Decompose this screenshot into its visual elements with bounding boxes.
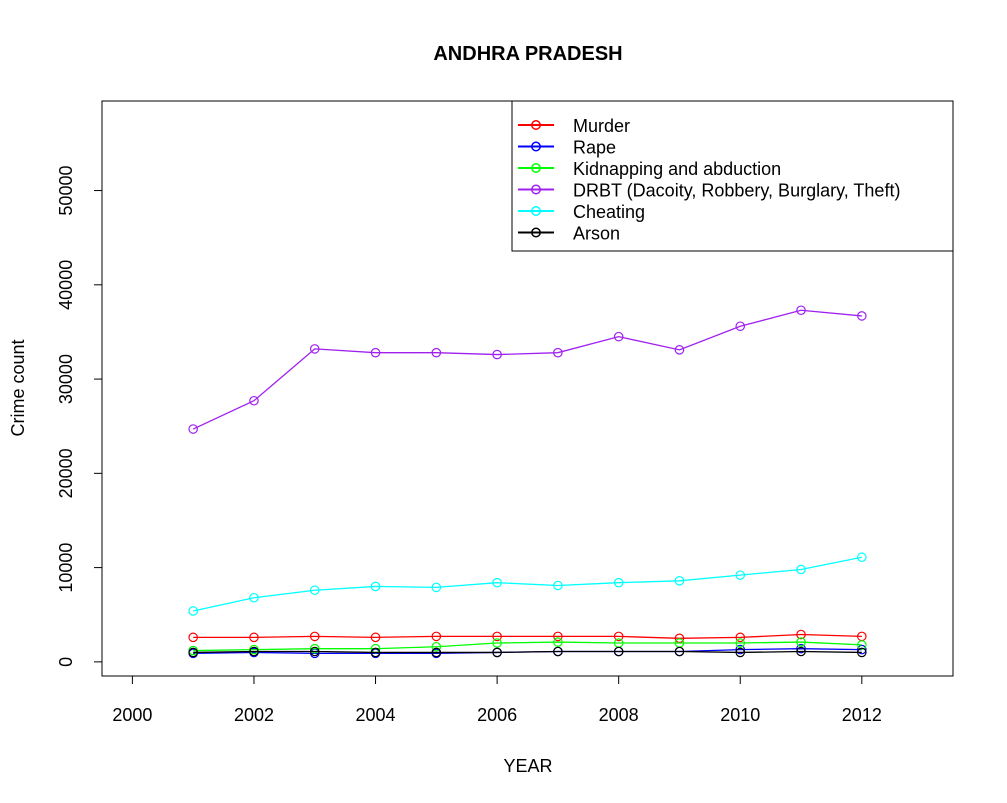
data-point (309, 646, 320, 657)
y-tick-label: 50000 (56, 166, 76, 216)
data-point (674, 646, 685, 657)
data-point (309, 344, 320, 354)
y-tick-label: 0 (56, 657, 76, 667)
data-point (553, 580, 563, 591)
data-point (613, 331, 624, 342)
data-point (796, 646, 806, 657)
data-point (553, 347, 563, 358)
data-point (613, 646, 624, 657)
legend-label: Murder (573, 116, 630, 136)
data-point (309, 631, 320, 642)
data-point (431, 647, 442, 658)
data-point (188, 424, 198, 434)
data-point (249, 632, 259, 643)
data-point (613, 577, 624, 588)
data-point (309, 643, 320, 654)
series-3 (188, 305, 867, 434)
series-line (192, 309, 862, 430)
data-point (735, 647, 746, 658)
data-point (249, 395, 259, 406)
data-point (370, 347, 381, 358)
legend-swatch-point (531, 163, 541, 173)
x-tick-label: 2000 (112, 705, 152, 725)
x-axis-label: YEAR (503, 756, 552, 776)
series-layer (188, 305, 867, 659)
legend-label: DRBT (Dacoity, Robbery, Burglary, Theft) (573, 181, 900, 201)
x-tick-label: 2002 (234, 705, 274, 725)
legend-swatch-point (531, 184, 541, 195)
data-point (857, 311, 867, 321)
data-point (796, 564, 806, 575)
y-axis: 0 10000 20000 30000 40000 50000 (56, 166, 103, 667)
series-0 (188, 629, 867, 644)
data-point (492, 647, 502, 658)
data-point (613, 631, 624, 642)
data-point (735, 321, 746, 332)
data-point (249, 592, 259, 603)
data-point (370, 581, 381, 592)
data-point (857, 644, 867, 655)
legend-swatch-point (531, 141, 541, 152)
data-point (188, 606, 198, 616)
data-point (674, 575, 685, 586)
data-point (309, 585, 320, 596)
series-line (193, 556, 862, 612)
legend-swatch-point (531, 227, 541, 238)
data-point (492, 638, 502, 648)
series-line (193, 650, 862, 654)
data-point (796, 637, 806, 647)
data-point (796, 629, 806, 640)
data-point (796, 643, 806, 654)
y-tick-label: 30000 (56, 354, 76, 404)
legend-box (511, 100, 954, 252)
data-point (553, 646, 563, 657)
data-point (188, 647, 198, 658)
legend-label: Cheating (573, 202, 645, 222)
data-point (249, 646, 259, 657)
series-line (193, 633, 862, 639)
data-point (674, 345, 685, 355)
legend-swatch-point (531, 206, 541, 216)
y-tick-label: 40000 (56, 260, 76, 310)
data-point (735, 644, 746, 655)
data-point (431, 631, 442, 642)
data-point (492, 631, 502, 642)
legend-label: Arson (573, 224, 620, 244)
data-point (735, 632, 746, 643)
data-point (431, 641, 442, 652)
y-tick-label: 10000 (56, 543, 76, 593)
data-point (735, 638, 746, 648)
x-tick-label: 2006 (477, 705, 517, 725)
y-axis-label: Crime count (8, 339, 28, 436)
x-tick-label: 2004 (356, 705, 396, 725)
legend-label: Kidnapping and abduction (573, 159, 781, 179)
y-tick-label: 20000 (56, 448, 76, 498)
data-point (735, 570, 746, 580)
data-point (857, 647, 867, 658)
data-point (857, 552, 867, 563)
data-point (553, 637, 563, 647)
data-point (370, 632, 381, 643)
series-5 (188, 646, 867, 658)
x-axis: 2000 2002 2004 2006 2008 2010 2012 (112, 675, 882, 725)
data-point (492, 349, 502, 360)
data-point (492, 577, 502, 588)
x-tick-label: 2012 (842, 705, 882, 725)
data-point (553, 631, 563, 642)
x-tick-label: 2008 (599, 705, 639, 725)
legend-swatch-point (531, 120, 541, 130)
legend-label: Rape (573, 138, 616, 158)
data-point (188, 632, 198, 643)
data-point (431, 347, 442, 358)
data-point (370, 647, 381, 658)
data-point (857, 640, 867, 650)
data-point (431, 582, 442, 593)
data-point (796, 305, 806, 316)
chart-title: ANDHRA PRADESH (433, 43, 622, 65)
x-tick-label: 2010 (720, 705, 760, 725)
series-4 (188, 552, 867, 616)
series-line (193, 641, 862, 652)
